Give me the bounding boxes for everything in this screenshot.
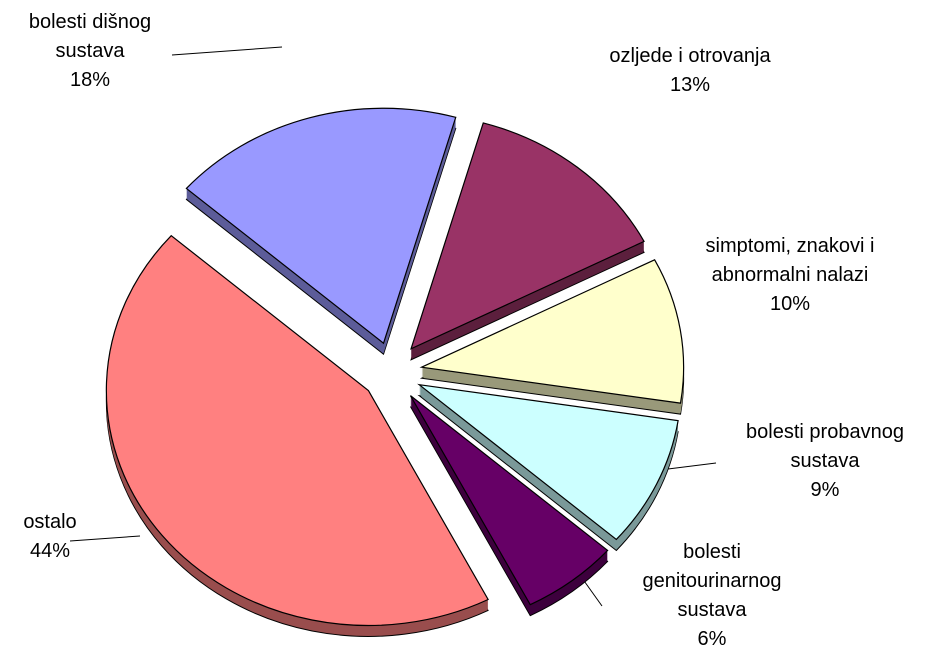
leader-line — [171, 46, 283, 56]
category-label: ostalo — [23, 511, 77, 533]
leader-line — [581, 577, 603, 607]
data-label: bolesti probavnog sustava 9% — [715, 418, 935, 505]
category-label: bolesti genitourinarnog sustava — [642, 541, 782, 621]
value-label: 13% — [669, 74, 711, 96]
category-label: ozljede i otrovanja — [609, 45, 771, 67]
data-label: bolesti dišnog sustava 18% — [3, 8, 178, 95]
leader-line — [659, 462, 717, 471]
data-label: ozljede i otrovanja 13% — [550, 42, 830, 100]
value-label: 18% — [69, 69, 111, 91]
slice — [105, 234, 489, 627]
data-label: ostalo 44% — [0, 508, 100, 566]
slice — [419, 259, 685, 404]
category-label: simptomi, znakovi i abnormalni nalazi — [705, 235, 875, 286]
value-label: 6% — [697, 628, 727, 650]
leader-lines — [69, 46, 717, 607]
value-label: 9% — [810, 479, 840, 501]
slice — [410, 122, 645, 350]
slice — [417, 383, 679, 541]
data-label: bolesti genitourinarnog sustava 6% — [630, 538, 795, 654]
category-label: bolesti probavnog sustava — [746, 421, 904, 472]
slice — [185, 107, 457, 345]
leader-line — [69, 535, 141, 542]
value-label: 44% — [29, 540, 71, 562]
data-label: simptomi, znakovi i abnormalni nalazi 10% — [690, 232, 890, 319]
slice — [409, 395, 609, 606]
category-label: bolesti dišnog sustava — [28, 11, 152, 62]
value-label: 10% — [769, 293, 811, 315]
